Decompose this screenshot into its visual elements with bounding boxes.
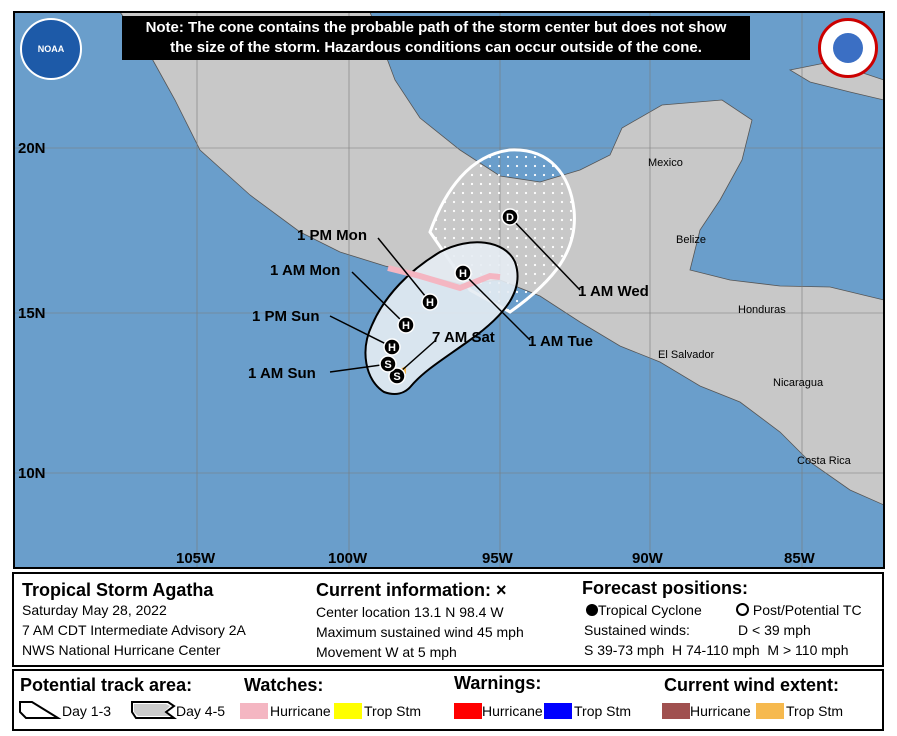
forecast-point-h: H [397,316,415,334]
sustained-label: Sustained winds: [584,622,690,638]
filled-circle-icon [586,604,598,616]
note-line-2: the size of the storm. Hazardous conditi… [170,39,702,56]
current-info-title: Current information: × [316,580,507,600]
watch-tropstm-label: Trop Stm [364,703,422,719]
warn-hurricane-swatch [454,703,482,719]
open-circle-icon [736,603,749,616]
watches-title: Watches: [244,675,324,695]
movement: Movement W at 5 mph [316,644,457,660]
info-panel: Tropical Storm Agatha Saturday May 28, 2… [12,572,884,667]
forecast-title: Forecast positions: [582,578,749,598]
h-category: H 74-110 mph [671,642,760,658]
wind-extent-title: Current wind extent: [664,675,840,695]
advisory-date: Saturday May 28, 2022 [22,602,167,618]
track-label: 1 PM Sun [252,308,320,325]
track-label: 1 AM Wed [578,283,649,300]
note-line-1: Note: The cone contains the probable pat… [145,19,727,36]
issuing-center: NWS National Hurricane Center [22,642,221,658]
warn-tropstm-swatch [544,703,572,719]
point-type-letter: S [393,371,400,383]
country-label: Belize [676,234,706,246]
watch-hurricane-swatch [240,703,268,719]
lon-label: 90W [632,550,663,567]
watch-tropstm-swatch [334,703,362,719]
wind-hurricane-swatch [662,703,690,719]
track-label: 7 AM Sat [432,329,495,346]
track-label: 1 PM Mon [297,227,367,244]
forecast-point-h: H [383,338,401,356]
lon-label: 100W [328,550,368,567]
lat-label: 15N [18,305,46,322]
point-type-letter: H [426,297,434,309]
forecast-point-s: S [388,367,406,385]
watch-hurricane-label: Hurricane [270,703,331,719]
country-label: Nicaragua [773,377,824,389]
wind-hurricane-label: Hurricane [690,703,751,719]
point-type-letter: H [388,342,396,354]
day13-cone-icon [19,701,62,719]
wind-tropstm-swatch [756,703,784,719]
m-category: M > 110 mph [767,642,849,658]
country-label: Costa Rica [797,455,851,467]
noaa-logo: NOAA [20,18,82,80]
max-wind: Maximum sustained wind 45 mph [316,624,524,640]
warnings-title: Warnings: [454,673,542,693]
track-label: 1 AM Tue [528,333,594,350]
country-label: Mexico [648,157,683,169]
track-label: 1 AM Mon [270,262,341,279]
tc-label: Tropical Cyclone [598,602,702,618]
nws-logo [818,18,878,78]
track-area-title: Potential track area: [20,675,193,695]
lon-label: 95W [482,550,513,567]
forecast-point-h: H [421,293,439,311]
lon-label: 85W [784,550,815,567]
lat-label: 10N [18,465,46,482]
wind-tropstm-label: Trop Stm [786,703,844,719]
forecast-point-d: D [501,208,519,226]
point-type-letter: H [402,320,410,332]
lon-label: 105W [176,550,216,567]
country-label: Honduras [738,304,786,316]
forecast-point-h: H [454,264,472,282]
warn-tropstm-label: Trop Stm [574,703,632,719]
point-type-letter: H [459,268,467,280]
point-type-letter: D [506,212,514,224]
note-banner: Note: The cone contains the probable pat… [122,16,750,60]
point-type-letter: S [384,359,391,371]
day13-label: Day 1-3 [62,703,112,719]
warn-hurricane-label: Hurricane [482,703,543,719]
label-leaders [329,216,581,373]
d-category: D < 39 mph [738,622,811,638]
center-location: Center location 13.1 N 98.4 W [316,604,504,620]
s-category: S 39-73 mph [584,642,665,658]
storm-name: Tropical Storm Agatha [22,580,214,600]
day45-label: Day 4-5 [176,703,226,719]
forecast-point-s: S [379,355,397,373]
ptc-label: Post/Potential TC [752,602,862,618]
legend-panel: Potential track area: Day 1-3 Day 4-5 Wa… [12,669,884,731]
lat-label: 20N [18,140,46,157]
country-label: El Salvador [658,349,715,361]
day45-cone-icon [131,701,177,719]
hurricane-watch-coast [387,265,501,292]
advisory-title: 7 AM CDT Intermediate Advisory 2A [22,622,246,638]
track-label: 1 AM Sun [248,365,316,382]
